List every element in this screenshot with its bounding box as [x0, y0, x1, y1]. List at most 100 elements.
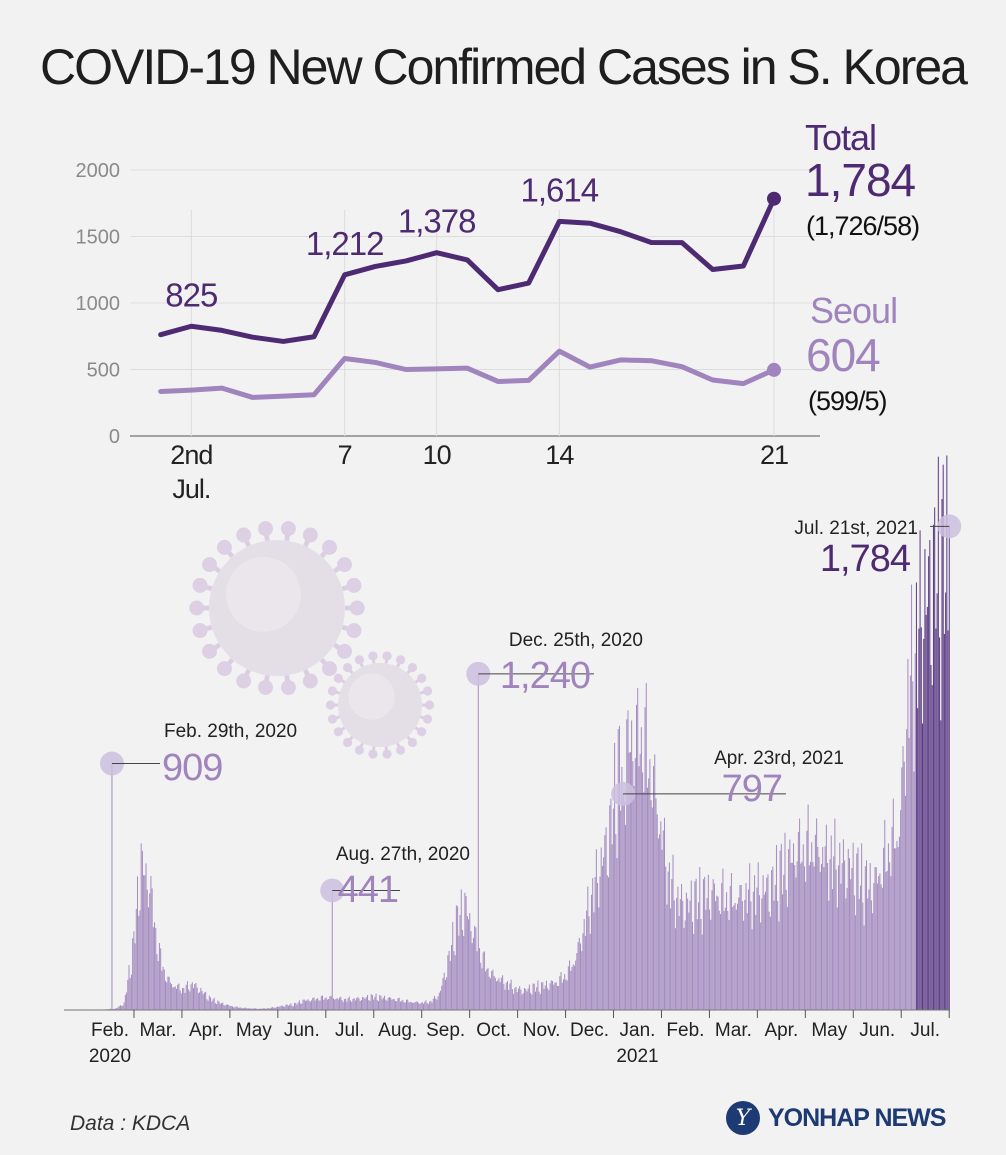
bar	[754, 875, 756, 1010]
bar	[947, 630, 949, 1010]
bar	[696, 919, 698, 1010]
bar	[435, 998, 437, 1010]
bar	[874, 867, 876, 1010]
virus-highlight	[226, 557, 301, 632]
bar	[573, 965, 575, 1010]
bar	[118, 1006, 120, 1010]
bar	[772, 866, 774, 1010]
bar	[945, 592, 947, 1010]
bar	[365, 997, 367, 1010]
bar	[859, 885, 861, 1010]
bar	[909, 675, 911, 1010]
data-label: 1,614	[521, 171, 599, 208]
bar	[261, 1008, 263, 1010]
bar	[881, 887, 883, 1010]
bar	[547, 988, 549, 1010]
bar	[225, 1004, 227, 1010]
bar	[182, 988, 184, 1010]
bar	[919, 530, 921, 1010]
bar	[342, 1001, 344, 1010]
bar	[393, 999, 395, 1010]
bar	[279, 1006, 281, 1010]
bar	[707, 874, 709, 1010]
bar	[319, 1000, 321, 1010]
bar	[617, 729, 619, 1010]
bar	[453, 951, 455, 1010]
bar-chart-2020-2021: Feb. Mar. Apr. May Jun. Jul. Aug. Sep. Oct. Nov. D…	[64, 455, 962, 1067]
bar	[942, 464, 944, 1010]
virus-spike-tip	[192, 577, 208, 593]
bar	[455, 905, 457, 1010]
bar	[174, 986, 176, 1010]
bar	[398, 997, 400, 1010]
bar	[154, 922, 156, 1010]
bar	[777, 900, 779, 1010]
bar	[758, 895, 760, 1010]
bar	[423, 1003, 425, 1010]
bar	[251, 1008, 253, 1010]
month-label: Jul.	[335, 1020, 365, 1041]
bar	[121, 1006, 123, 1010]
bar	[733, 905, 735, 1010]
bar	[757, 862, 759, 1010]
bar	[352, 998, 354, 1010]
bar	[701, 934, 703, 1010]
bar	[377, 1001, 379, 1010]
bar	[766, 877, 768, 1010]
bar	[269, 1008, 271, 1010]
bar	[907, 658, 909, 1010]
virus-spike-tip	[216, 661, 232, 677]
bar	[896, 840, 898, 1010]
bar	[499, 982, 501, 1010]
bar	[543, 988, 545, 1010]
bar	[229, 1006, 231, 1010]
line-chart-july-2021: 0 500 1000 1500 2000 2nd Jul. 7 10 14 21 825 1,212 1,…	[76, 117, 921, 504]
month-label: Feb.	[666, 1020, 704, 1041]
bar	[185, 984, 187, 1010]
bar	[273, 1007, 275, 1010]
bar	[768, 911, 770, 1010]
bar	[438, 992, 440, 1010]
logo-text: YONHAP NEWS	[768, 1103, 946, 1132]
bar	[262, 1008, 264, 1010]
bar	[806, 830, 808, 1010]
seoul-value: 604	[806, 329, 880, 381]
bar	[605, 827, 607, 1010]
bar	[771, 870, 773, 1010]
bar	[738, 897, 740, 1010]
bar	[565, 979, 567, 1010]
bar	[823, 867, 825, 1010]
bar	[424, 1001, 426, 1010]
bar	[836, 907, 838, 1010]
bar	[268, 1008, 270, 1010]
bar	[195, 983, 197, 1010]
virus-spike-tip	[202, 557, 217, 573]
virus-spike-tip	[236, 673, 252, 689]
bar	[774, 884, 776, 1010]
bar	[570, 970, 572, 1010]
bar	[925, 614, 927, 1010]
bar	[515, 986, 517, 1010]
bar	[407, 999, 409, 1010]
bar	[554, 982, 556, 1010]
bar	[778, 921, 780, 1010]
bar	[364, 998, 366, 1010]
bar	[588, 916, 590, 1010]
bar	[800, 863, 802, 1010]
bar	[129, 978, 131, 1010]
bar	[508, 989, 510, 1010]
bar	[178, 983, 180, 1010]
bar	[128, 965, 130, 1010]
bar	[615, 834, 617, 1010]
bar	[812, 862, 814, 1010]
virus-spike-tip	[327, 686, 338, 696]
bar	[314, 1000, 316, 1010]
bar	[937, 456, 939, 1010]
bar	[505, 982, 507, 1010]
bar	[542, 982, 544, 1010]
virus-spike-tip	[192, 623, 208, 639]
yonhap-logo: Y YONHAP NEWS	[726, 1098, 946, 1138]
bar	[793, 843, 794, 1010]
bar	[934, 507, 936, 1010]
bar	[387, 997, 389, 1010]
